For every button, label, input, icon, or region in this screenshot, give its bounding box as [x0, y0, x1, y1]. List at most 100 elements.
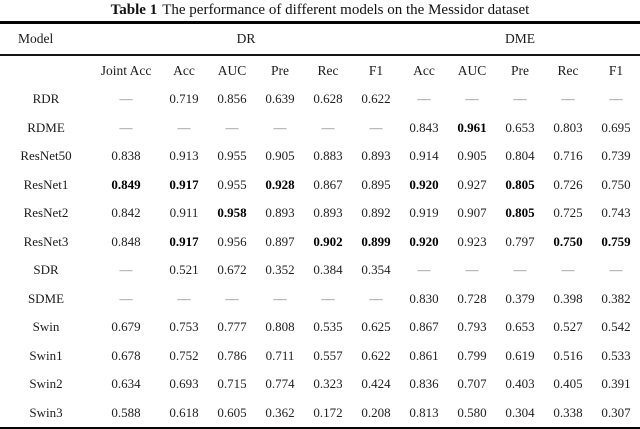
table-row-sdme: SDME — — — — — — 0.830 0.728 0.379 0.398 0.382 — [0, 285, 640, 314]
value-cell: 0.384 — [313, 262, 343, 278]
column-header-rec: Rec — [317, 62, 339, 78]
value-cell: 0.653 — [505, 119, 535, 135]
value-cell: 0.830 — [409, 290, 439, 306]
column-header-pre: Pre — [271, 62, 289, 78]
value-cell: — — [417, 91, 431, 107]
value-cell: 0.899 — [361, 233, 391, 249]
value-cell: 0.172 — [313, 404, 343, 420]
value-cell: 0.856 — [217, 91, 247, 107]
value-cell: 0.848 — [111, 233, 141, 249]
column-header-acc: Acc — [173, 62, 195, 78]
value-cell: 0.695 — [601, 119, 631, 135]
value-cell: 0.628 — [313, 91, 343, 107]
value-cell: 0.836 — [409, 376, 439, 392]
value-cell: 0.961 — [457, 119, 487, 135]
value-cell: 0.338 — [553, 404, 583, 420]
value-cell: — — [609, 262, 623, 278]
value-cell: 0.928 — [265, 176, 295, 192]
model-cell: ResNet1 — [23, 176, 69, 192]
value-cell: — — [609, 91, 623, 107]
value-cell: — — [119, 290, 133, 306]
column-header-joint-acc: Joint Acc — [100, 62, 152, 78]
value-cell: 0.838 — [111, 148, 141, 164]
value-cell: — — [225, 119, 239, 135]
value-cell: 0.897 — [265, 233, 295, 249]
model-cell: ResNet2 — [23, 205, 69, 221]
value-cell: 0.861 — [409, 347, 439, 363]
model-cell: RDR — [32, 91, 60, 107]
value-cell: 0.307 — [601, 404, 631, 420]
column-group-header-model: Model — [0, 22, 92, 56]
table-row-resnet2: ResNet2 0.842 0.911 0.958 0.893 0.893 0.892 0.9… — [0, 199, 640, 228]
table-row-resnet50: ResNet50 0.838 0.913 0.955 0.905 0.883 0.893 0.… — [0, 142, 640, 171]
table-row-swin: Swin 0.679 0.753 0.777 0.808 0.535 0.625 0.867 0… — [0, 313, 640, 342]
table-caption: Table 1 The performance of different mode… — [0, 0, 640, 21]
value-cell: 0.743 — [601, 205, 631, 221]
value-cell: 0.805 — [505, 176, 535, 192]
value-cell: 0.527 — [553, 319, 583, 335]
value-cell: 0.883 — [313, 148, 343, 164]
value-cell: — — [119, 262, 133, 278]
value-cell: 0.726 — [553, 176, 583, 192]
model-cell: SDR — [33, 262, 59, 278]
value-cell: — — [273, 119, 287, 135]
column-header-pre: Pre — [511, 62, 530, 78]
value-cell: 0.622 — [361, 347, 391, 363]
value-cell: 0.905 — [457, 148, 487, 164]
table-row-sdr: SDR — 0.521 0.672 0.352 0.384 0.354 — — — — — — [0, 256, 640, 285]
value-cell: 0.379 — [505, 290, 535, 306]
value-cell: 0.715 — [217, 376, 247, 392]
value-cell: 0.805 — [505, 205, 535, 221]
value-cell: — — [513, 262, 527, 278]
column-header-f1: F1 — [608, 62, 624, 78]
value-cell: 0.867 — [409, 319, 439, 335]
model-cell: Swin2 — [29, 376, 63, 392]
value-cell: 0.208 — [361, 404, 391, 420]
value-cell: 0.750 — [553, 233, 583, 249]
value-cell: 0.725 — [553, 205, 583, 221]
value-cell: 0.813 — [409, 404, 439, 420]
value-cell: 0.728 — [457, 290, 487, 306]
value-cell: — — [321, 290, 335, 306]
value-cell: 0.707 — [457, 376, 487, 392]
value-cell: 0.716 — [553, 148, 583, 164]
value-cell: 0.362 — [265, 404, 295, 420]
value-cell: 0.750 — [601, 176, 631, 192]
table-row-rdr: RDR — 0.719 0.856 0.639 0.628 0.622 — — — — — — [0, 85, 640, 114]
column-header-rec: Rec — [557, 62, 579, 78]
value-cell: 0.739 — [601, 148, 631, 164]
value-cell: 0.759 — [601, 233, 631, 249]
value-cell: 0.354 — [361, 262, 391, 278]
table-row-resnet3: ResNet3 0.848 0.917 0.956 0.897 0.902 0.899 0.9… — [0, 228, 640, 257]
table-body: RDR — 0.719 0.856 0.639 0.628 0.622 — — — — — RDME — —… — [0, 85, 640, 429]
model-cell: RDME — [27, 119, 65, 135]
value-cell: 0.672 — [217, 262, 247, 278]
value-cell: 0.893 — [265, 205, 295, 221]
value-cell: 0.843 — [409, 119, 439, 135]
value-cell: 0.895 — [361, 176, 391, 192]
value-cell: 0.907 — [457, 205, 487, 221]
value-cell: 0.639 — [265, 91, 295, 107]
value-cell: 0.618 — [169, 404, 199, 420]
value-cell: 0.893 — [361, 148, 391, 164]
value-cell: 0.774 — [265, 376, 295, 392]
value-cell: — — [119, 119, 133, 135]
value-cell: 0.719 — [169, 91, 199, 107]
value-cell: — — [465, 262, 479, 278]
value-cell: 0.634 — [111, 376, 141, 392]
value-cell: 0.711 — [265, 347, 295, 363]
value-cell: 0.391 — [601, 376, 631, 392]
value-cell: 0.533 — [601, 347, 631, 363]
value-cell: 0.797 — [505, 233, 535, 249]
value-cell: 0.793 — [457, 319, 487, 335]
value-cell: — — [465, 91, 479, 107]
table-group-header-row: Model DR DME — [0, 22, 640, 56]
value-cell: 0.920 — [409, 176, 439, 192]
value-cell: 0.542 — [601, 319, 631, 335]
value-cell: 0.786 — [217, 347, 247, 363]
value-cell: — — [561, 91, 575, 107]
value-cell: 0.923 — [457, 233, 487, 249]
value-cell: 0.955 — [217, 148, 247, 164]
table-subheader-row: Joint Acc Acc AUC Pre Rec F1 Acc AUC Pre Rec F1 — [0, 55, 640, 85]
value-cell: 0.693 — [169, 376, 199, 392]
